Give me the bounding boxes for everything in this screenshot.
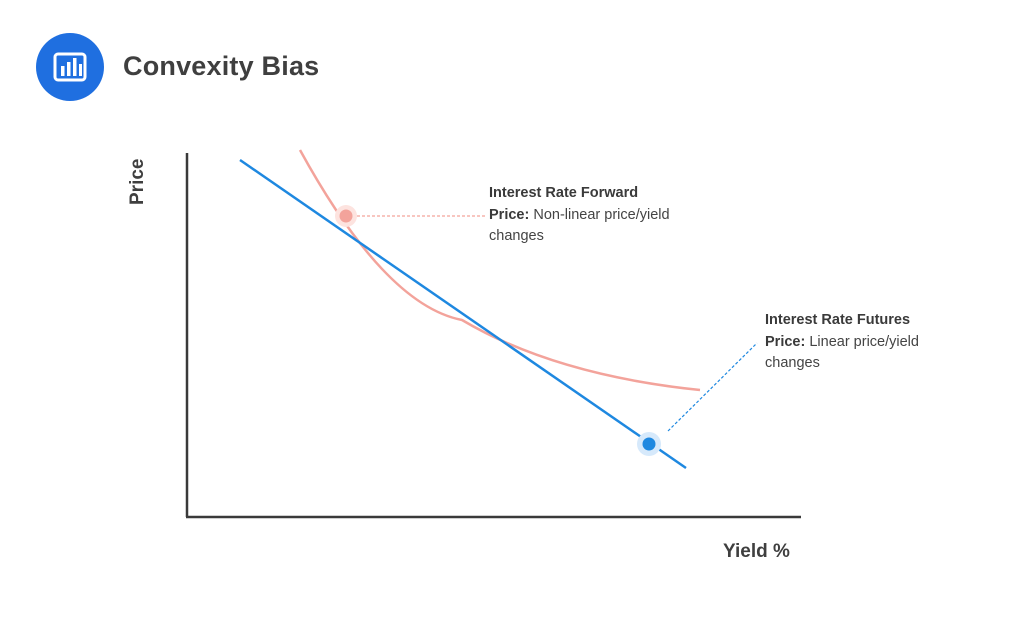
futures-marker	[642, 437, 656, 451]
forward-price-curve	[298, 149, 701, 392]
page-title: Convexity Bias	[123, 51, 320, 81]
bar-chart-icon	[53, 52, 87, 82]
forward-annotation-description: Non-linear price/yield changes	[489, 206, 670, 245]
forward-annotation: Interest Rate Forward Price: Non-linear …	[489, 183, 689, 248]
x-axis-label: Yield %	[723, 541, 790, 562]
header-logo	[36, 33, 104, 101]
futures-annotation-description: Linear price/yield changes	[765, 333, 919, 372]
forward-marker	[339, 209, 353, 223]
futures-annotation: Interest Rate Futures Price: Linear pric…	[765, 310, 965, 375]
futures-leader-line	[667, 342, 758, 432]
forward-annotation-title: Interest Rate Forward	[489, 185, 639, 201]
futures-annotation-title: Interest Rate Futures	[765, 312, 911, 328]
futures-price-line	[239, 158, 687, 470]
futures-annotation-prefix: Price:	[765, 333, 806, 350]
forward-annotation-prefix: Price:	[489, 206, 530, 223]
y-axis-label: Price	[127, 158, 148, 205]
